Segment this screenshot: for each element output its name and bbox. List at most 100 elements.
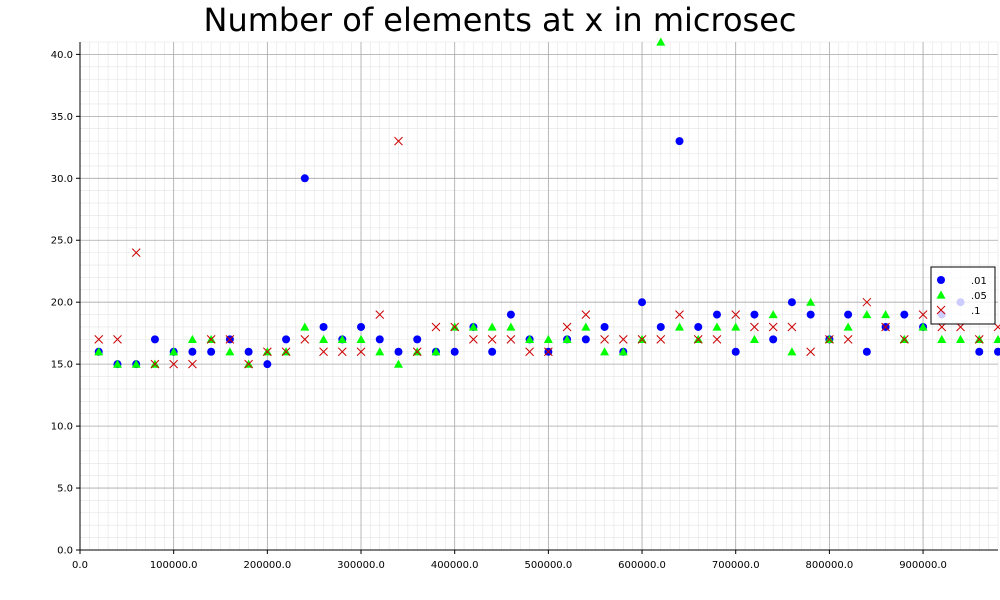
data-point xyxy=(150,335,159,344)
data-point xyxy=(694,322,703,331)
data-point xyxy=(787,322,797,332)
data-point xyxy=(544,347,553,357)
data-point xyxy=(188,359,197,369)
data-point xyxy=(300,322,310,331)
legend-marker xyxy=(936,305,946,315)
data-point xyxy=(225,335,235,344)
data-point xyxy=(281,347,291,357)
data-point xyxy=(112,359,122,368)
data-point xyxy=(918,322,928,331)
data-points xyxy=(94,37,1000,369)
data-point xyxy=(750,322,759,332)
chart-title: Number of elements at x in microsec xyxy=(203,1,797,39)
legend-label: .01 xyxy=(971,276,987,287)
data-point xyxy=(375,310,385,319)
data-point xyxy=(937,334,947,343)
y-axis-ticks: 0.0 5.0 10.0 15.0 20.0 25.0 30.0 35.0 40.0 xyxy=(51,50,80,557)
data-point xyxy=(638,298,647,307)
data-point xyxy=(769,335,778,344)
data-point xyxy=(862,310,872,319)
data-point xyxy=(562,322,572,332)
data-point xyxy=(862,297,872,307)
data-point xyxy=(881,322,890,332)
data-point xyxy=(262,347,272,357)
data-point xyxy=(862,347,871,356)
data-point xyxy=(282,335,291,344)
data-point xyxy=(806,310,815,319)
data-point xyxy=(525,334,535,343)
data-point xyxy=(506,335,516,344)
data-point xyxy=(843,322,853,331)
data-point xyxy=(675,137,684,146)
data-point xyxy=(693,335,703,344)
data-point xyxy=(825,335,834,344)
legend-label: .1 xyxy=(971,306,981,317)
data-point xyxy=(675,322,685,331)
y-tick-label: 30.0 xyxy=(51,174,73,185)
data-point xyxy=(712,310,721,319)
data-point xyxy=(94,347,104,356)
data-point xyxy=(787,298,796,307)
legend-marker xyxy=(937,276,945,284)
data-point xyxy=(750,310,759,319)
data-point xyxy=(543,334,553,343)
x-tick-label: 600000.0 xyxy=(618,560,666,571)
data-point xyxy=(656,37,666,46)
data-point xyxy=(844,310,853,319)
data-point xyxy=(244,359,253,369)
data-point xyxy=(843,335,853,344)
data-point xyxy=(881,310,891,319)
legend: .01 .05 .1 xyxy=(930,266,996,325)
data-point xyxy=(487,335,497,344)
legend-label: .05 xyxy=(971,291,987,302)
data-point xyxy=(656,322,665,331)
data-point xyxy=(300,335,310,344)
data-point xyxy=(394,347,403,356)
data-point xyxy=(150,359,160,369)
y-tick-label: 40.0 xyxy=(51,50,73,61)
data-point xyxy=(131,248,141,257)
data-point xyxy=(450,322,460,332)
legend-marker xyxy=(936,290,946,299)
data-point xyxy=(675,310,684,319)
data-point xyxy=(918,310,928,319)
data-point xyxy=(413,335,422,344)
data-point xyxy=(900,310,909,319)
data-point xyxy=(300,174,309,183)
data-point xyxy=(206,335,216,344)
y-tick-label: 25.0 xyxy=(51,236,73,247)
data-point xyxy=(487,322,497,331)
data-point xyxy=(506,322,516,331)
data-point xyxy=(375,335,384,344)
x-tick-label: 100000.0 xyxy=(150,560,198,571)
y-tick-label: 10.0 xyxy=(51,422,73,433)
data-point xyxy=(169,359,179,369)
data-point xyxy=(94,335,104,344)
data-point xyxy=(731,347,740,356)
x-tick-label: 400000.0 xyxy=(431,560,479,571)
data-point xyxy=(431,322,441,332)
x-tick-label: 500000.0 xyxy=(525,560,573,571)
data-point xyxy=(263,360,272,369)
data-point xyxy=(993,334,1000,343)
data-point xyxy=(188,347,197,356)
series-3 xyxy=(94,136,1000,369)
minor-grid xyxy=(79,41,999,551)
data-point xyxy=(806,347,816,357)
y-tick-label: 15.0 xyxy=(51,360,73,371)
data-point xyxy=(731,310,741,319)
data-point xyxy=(600,347,610,356)
data-point xyxy=(431,347,441,356)
data-point xyxy=(337,334,347,343)
y-tick-label: 0.0 xyxy=(57,546,73,557)
data-point xyxy=(768,322,778,332)
data-point xyxy=(375,347,385,356)
data-point xyxy=(656,335,666,344)
data-point xyxy=(393,359,403,368)
data-point xyxy=(169,347,179,356)
data-point xyxy=(581,335,590,344)
data-point xyxy=(562,334,572,343)
data-point xyxy=(356,347,366,357)
data-point xyxy=(468,322,478,331)
